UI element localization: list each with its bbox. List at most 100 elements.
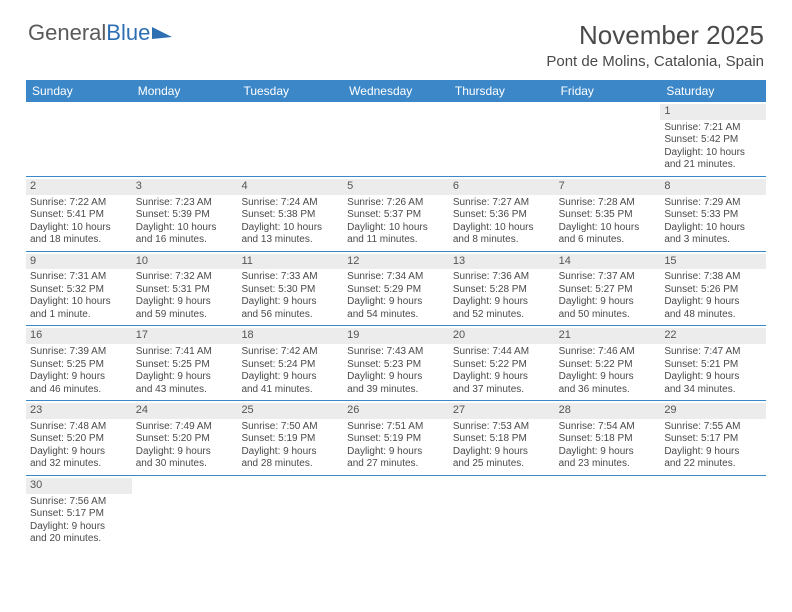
- day-number: 1: [660, 104, 766, 120]
- day-number: 23: [26, 403, 132, 419]
- day-detail-line: Sunrise: 7:36 AM: [453, 271, 551, 284]
- calendar-day-cell: 28Sunrise: 7:54 AMSunset: 5:18 PMDayligh…: [555, 401, 661, 475]
- page-title: November 2025: [546, 20, 764, 51]
- calendar-day-cell: 24Sunrise: 7:49 AMSunset: 5:20 PMDayligh…: [132, 401, 238, 475]
- calendar-day-cell: 25Sunrise: 7:50 AMSunset: 5:19 PMDayligh…: [237, 401, 343, 475]
- day-number: 17: [132, 328, 238, 344]
- day-detail-line: Sunrise: 7:50 AM: [241, 421, 339, 434]
- day-number: 8: [660, 179, 766, 195]
- day-detail-line: Daylight: 9 hours: [241, 446, 339, 459]
- calendar-day-cell: [237, 476, 343, 550]
- weeks-container: 1Sunrise: 7:21 AMSunset: 5:42 PMDaylight…: [26, 102, 766, 550]
- day-detail-line: Daylight: 9 hours: [30, 371, 128, 384]
- day-detail-line: Sunrise: 7:53 AM: [453, 421, 551, 434]
- day-detail-line: Daylight: 9 hours: [347, 296, 445, 309]
- day-number: 5: [343, 179, 449, 195]
- day-detail-line: Sunrise: 7:51 AM: [347, 421, 445, 434]
- day-detail-line: Daylight: 10 hours: [453, 222, 551, 235]
- day-detail-line: Sunset: 5:24 PM: [241, 359, 339, 372]
- day-detail-line: and 50 minutes.: [559, 309, 657, 322]
- calendar-day-cell: 17 Sunrise: 7:41 AMSunset: 5:25 PMDayligh…: [132, 326, 238, 400]
- day-detail-line: Daylight: 9 hours: [453, 446, 551, 459]
- calendar-day-cell: 4Sunrise: 7:24 AMSunset: 5:38 PMDaylight…: [237, 177, 343, 251]
- day-number: 26: [343, 403, 449, 419]
- day-detail-line: Daylight: 10 hours: [241, 222, 339, 235]
- day-detail-line: Sunset: 5:30 PM: [241, 284, 339, 297]
- day-detail-line: Sunrise: 7:42 AM: [241, 346, 339, 359]
- day-detail-line: Sunset: 5:38 PM: [241, 209, 339, 222]
- day-detail-line: Daylight: 9 hours: [136, 371, 234, 384]
- calendar-day-cell: 20Sunrise: 7:44 AMSunset: 5:22 PMDayligh…: [449, 326, 555, 400]
- day-number: 4: [237, 179, 343, 195]
- day-detail-line: Sunset: 5:36 PM: [453, 209, 551, 222]
- calendar-day-cell: 16Sunrise: 7:39 AMSunset: 5:25 PMDayligh…: [26, 326, 132, 400]
- day-detail-line: and 8 minutes.: [453, 234, 551, 247]
- calendar-day-cell: 3Sunrise: 7:23 AMSunset: 5:39 PMDaylight…: [132, 177, 238, 251]
- day-detail-line: Sunset: 5:20 PM: [136, 433, 234, 446]
- day-detail-line: Sunset: 5:39 PM: [136, 209, 234, 222]
- day-detail-line: Sunset: 5:25 PM: [136, 359, 234, 372]
- calendar-day-cell: 22Sunrise: 7:47 AMSunset: 5:21 PMDayligh…: [660, 326, 766, 400]
- day-detail-line: Sunrise: 7:32 AM: [136, 271, 234, 284]
- day-detail-line: Sunrise: 7:31 AM: [30, 271, 128, 284]
- day-detail-line: and 34 minutes.: [664, 384, 762, 397]
- day-detail-line: Daylight: 10 hours: [347, 222, 445, 235]
- day-number: 20: [449, 328, 555, 344]
- day-detail-line: Daylight: 10 hours: [136, 222, 234, 235]
- brand-text-general: General: [28, 20, 106, 46]
- day-detail-line: Sunset: 5:17 PM: [30, 508, 128, 521]
- day-detail-line: and 6 minutes.: [559, 234, 657, 247]
- day-detail-line: Sunset: 5:23 PM: [347, 359, 445, 372]
- day-number: 12: [343, 254, 449, 270]
- day-detail-line: Sunrise: 7:27 AM: [453, 197, 551, 210]
- calendar-week-row: 1Sunrise: 7:21 AMSunset: 5:42 PMDaylight…: [26, 102, 766, 177]
- calendar-week-row: 23Sunrise: 7:48 AMSunset: 5:20 PMDayligh…: [26, 401, 766, 476]
- day-detail-line: and 13 minutes.: [241, 234, 339, 247]
- day-detail-line: Sunrise: 7:41 AM: [136, 346, 234, 359]
- day-detail-line: Sunset: 5:31 PM: [136, 284, 234, 297]
- calendar-day-cell: 7Sunrise: 7:28 AMSunset: 5:35 PMDaylight…: [555, 177, 661, 251]
- day-detail-line: Daylight: 9 hours: [241, 296, 339, 309]
- weekday-header-row: Sunday Monday Tuesday Wednesday Thursday…: [26, 80, 766, 102]
- day-number: 11: [237, 254, 343, 270]
- title-block: November 2025 Pont de Molins, Catalonia,…: [546, 20, 764, 70]
- day-number: 10: [132, 254, 238, 270]
- day-number: 19: [343, 328, 449, 344]
- weekday-header: Sunday: [26, 80, 132, 102]
- day-detail-line: and 32 minutes.: [30, 458, 128, 471]
- page-subtitle: Pont de Molins, Catalonia, Spain: [546, 53, 764, 70]
- day-detail-line: and 41 minutes.: [241, 384, 339, 397]
- day-detail-line: Sunrise: 7:22 AM: [30, 197, 128, 210]
- weekday-header: Tuesday: [237, 80, 343, 102]
- day-number: 30: [26, 478, 132, 494]
- day-detail-line: Daylight: 9 hours: [347, 371, 445, 384]
- day-detail-line: and 3 minutes.: [664, 234, 762, 247]
- day-detail-line: and 21 minutes.: [664, 159, 762, 172]
- day-detail-line: Daylight: 9 hours: [664, 296, 762, 309]
- day-detail-line: Sunrise: 7:28 AM: [559, 197, 657, 210]
- day-detail-line: Daylight: 10 hours: [559, 222, 657, 235]
- calendar-day-cell: [132, 102, 238, 176]
- brand-text-blue: Blue: [106, 20, 150, 46]
- day-detail-line: and 43 minutes.: [136, 384, 234, 397]
- day-detail-line: Daylight: 9 hours: [453, 296, 551, 309]
- calendar-day-cell: [132, 476, 238, 550]
- day-number: 14: [555, 254, 661, 270]
- weekday-header: Thursday: [449, 80, 555, 102]
- day-detail-line: and 22 minutes.: [664, 458, 762, 471]
- calendar-day-cell: 10Sunrise: 7:32 AMSunset: 5:31 PMDayligh…: [132, 252, 238, 326]
- page-header: GeneralBlue November 2025 Pont de Molins…: [0, 0, 792, 76]
- calendar-day-cell: 2Sunrise: 7:22 AMSunset: 5:41 PMDaylight…: [26, 177, 132, 251]
- brand-logo: GeneralBlue: [28, 20, 172, 46]
- day-detail-line: Daylight: 9 hours: [559, 446, 657, 459]
- day-detail-line: Daylight: 9 hours: [559, 296, 657, 309]
- day-detail-line: and 11 minutes.: [347, 234, 445, 247]
- day-number: 22: [660, 328, 766, 344]
- day-number: 18: [237, 328, 343, 344]
- day-detail-line: Sunset: 5:20 PM: [30, 433, 128, 446]
- calendar-day-cell: [343, 102, 449, 176]
- calendar-day-cell: 27Sunrise: 7:53 AMSunset: 5:18 PMDayligh…: [449, 401, 555, 475]
- calendar-day-cell: 18Sunrise: 7:42 AMSunset: 5:24 PMDayligh…: [237, 326, 343, 400]
- day-detail-line: Daylight: 9 hours: [30, 446, 128, 459]
- day-detail-line: Sunset: 5:22 PM: [453, 359, 551, 372]
